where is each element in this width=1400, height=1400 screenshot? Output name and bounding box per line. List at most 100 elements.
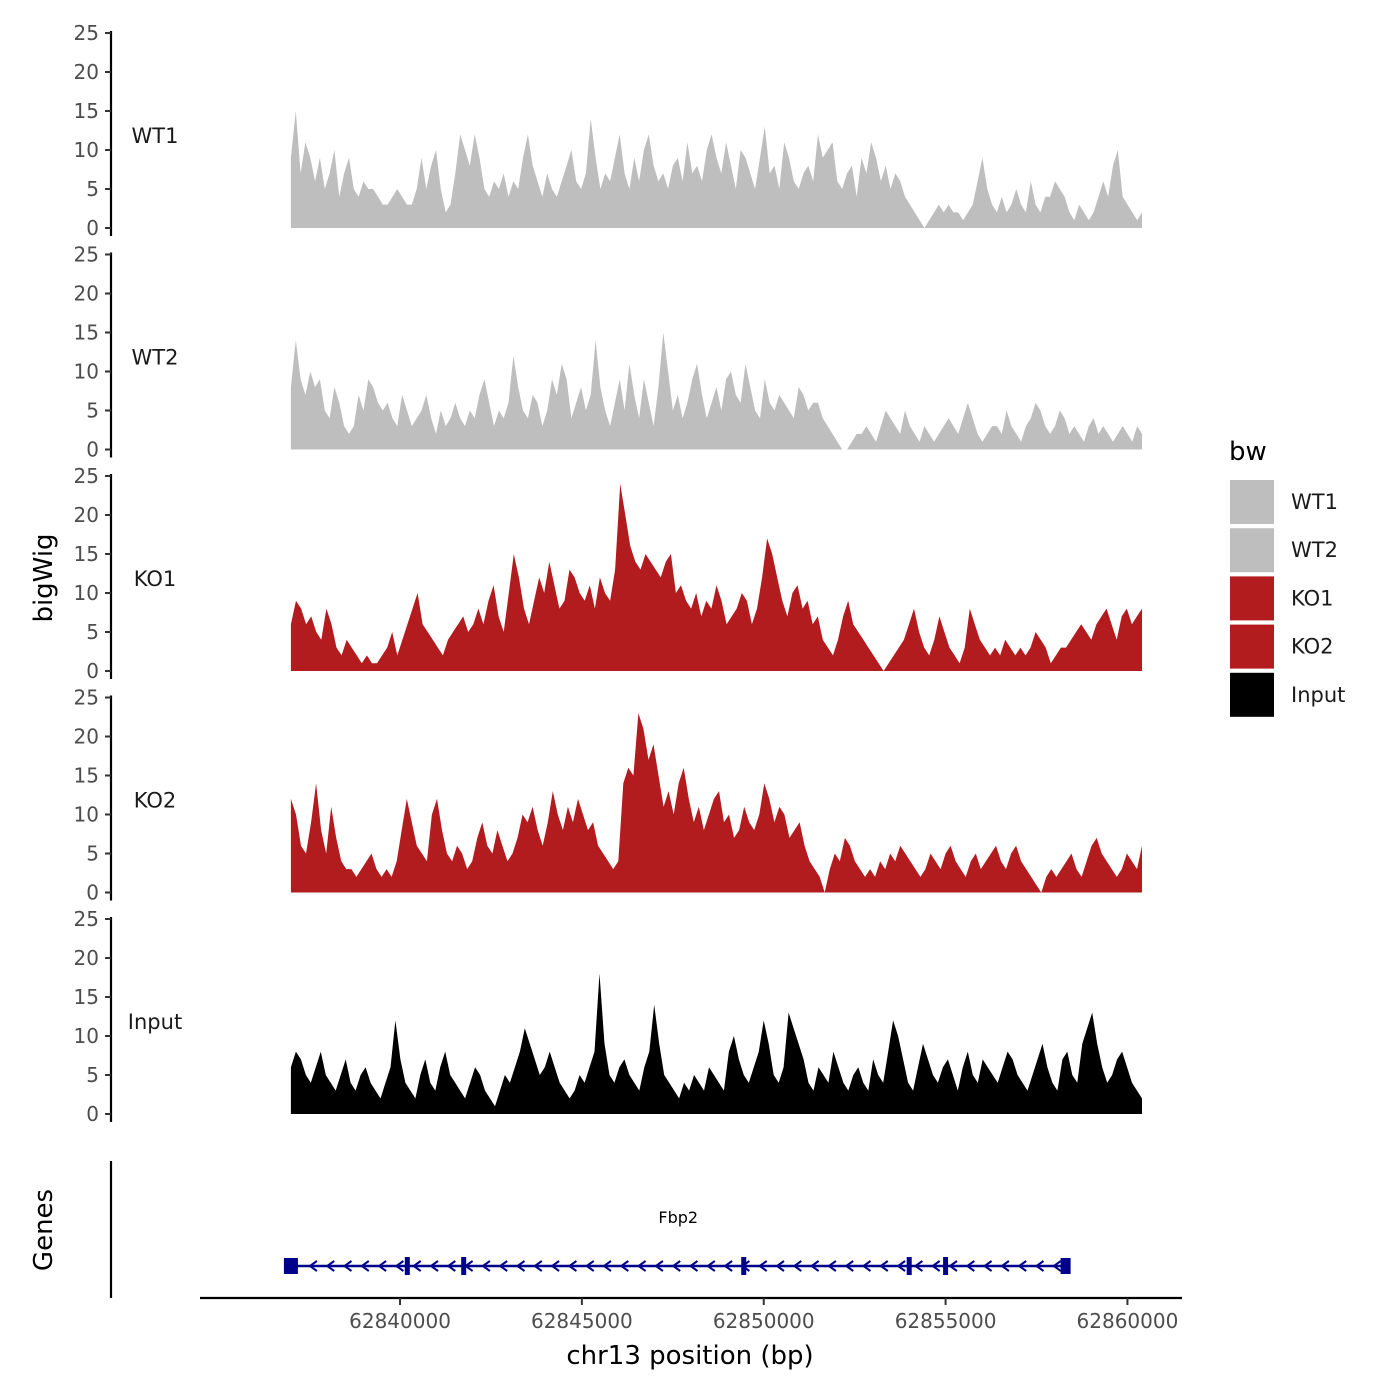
strand-arrow bbox=[879, 1260, 889, 1272]
strand-arrow bbox=[930, 1260, 941, 1272]
strand-arrow bbox=[481, 1260, 491, 1272]
y-tick-label: 25 bbox=[74, 686, 99, 710]
y-tick-label: 10 bbox=[74, 138, 99, 162]
strand-arrow bbox=[533, 1260, 543, 1272]
y-tick-label: 20 bbox=[74, 282, 99, 306]
legend-key-input bbox=[1228, 670, 1276, 719]
exon-block bbox=[741, 1257, 747, 1275]
strand-arrow bbox=[861, 1260, 872, 1272]
strand-arrow bbox=[757, 1260, 768, 1272]
strand-arrow bbox=[377, 1260, 387, 1272]
legend-title: bw bbox=[1229, 437, 1267, 467]
legend-label: Input bbox=[1291, 683, 1345, 707]
strand-arrow bbox=[688, 1260, 699, 1272]
strand-arrow bbox=[619, 1260, 629, 1272]
strand-arrow bbox=[567, 1260, 577, 1272]
signal-area-wt2 bbox=[290, 332, 1142, 450]
x-axis-title: chr13 position (bp) bbox=[566, 1341, 813, 1371]
strand-arrow bbox=[636, 1260, 647, 1272]
y-tick-label: 0 bbox=[86, 1102, 99, 1126]
signal-area-input bbox=[290, 973, 1142, 1114]
x-tick-label: 62860000 bbox=[1077, 1309, 1179, 1333]
track-wt1: 0 5 10 15 20 25 WT1 bbox=[74, 21, 1142, 240]
track-label: KO1 bbox=[134, 567, 177, 591]
exon-block bbox=[1060, 1258, 1071, 1274]
y-tick-label: 20 bbox=[74, 503, 99, 527]
strand-arrow bbox=[515, 1260, 526, 1272]
x-tick-label: 62850000 bbox=[713, 1309, 815, 1333]
strand-arrow bbox=[913, 1260, 923, 1272]
strand-arrow bbox=[792, 1260, 802, 1272]
y-tick-label: 5 bbox=[86, 399, 99, 423]
exon-block bbox=[906, 1257, 912, 1275]
strand-arrow bbox=[827, 1260, 837, 1272]
gene-track: Fbp2 bbox=[109, 1161, 1071, 1298]
track-input: 0 5 10 15 20 25 Input bbox=[74, 907, 1142, 1126]
strand-arrow bbox=[809, 1260, 820, 1272]
strand-arrow bbox=[982, 1260, 993, 1272]
y-tick-label: 15 bbox=[74, 542, 99, 566]
y-axis-title: bigWig bbox=[29, 533, 59, 622]
y-tick-label: 0 bbox=[86, 216, 99, 240]
strand-arrow bbox=[706, 1260, 716, 1272]
strand-arrow bbox=[411, 1260, 422, 1272]
y-tick-label: 15 bbox=[74, 99, 99, 123]
y-tick-label: 15 bbox=[74, 321, 99, 345]
strand-arrow bbox=[325, 1260, 335, 1272]
legend-key-ko2 bbox=[1228, 622, 1276, 671]
legend-label: WT1 bbox=[1291, 490, 1338, 514]
strand-arrow bbox=[671, 1260, 681, 1272]
track-label: WT1 bbox=[132, 124, 179, 148]
strand-arrow bbox=[723, 1260, 733, 1272]
legend-key-ko1 bbox=[1228, 574, 1276, 623]
strand-arrow bbox=[360, 1260, 370, 1272]
y-tick-label: 20 bbox=[74, 60, 99, 84]
gene-name: Fbp2 bbox=[658, 1208, 698, 1227]
legend-key-wt1 bbox=[1228, 478, 1276, 526]
y-tick-label: 10 bbox=[74, 581, 99, 605]
strand-arrow bbox=[948, 1260, 958, 1272]
exon-block bbox=[461, 1257, 467, 1275]
strand-arrow bbox=[429, 1260, 439, 1272]
legend: bw WT1 WT2 KO1 KO2 Input bbox=[1228, 437, 1345, 719]
strand-arrow bbox=[654, 1260, 664, 1272]
signal-tracks: 0510152025WT10510152025WT20510152025KO10… bbox=[74, 21, 1142, 1126]
strand-arrow bbox=[1000, 1260, 1010, 1272]
track-ko1: 0 5 10 15 20 25 KO1 bbox=[74, 464, 1142, 683]
y-tick-label: 10 bbox=[74, 360, 99, 384]
track-label: WT2 bbox=[132, 346, 179, 370]
exon-block bbox=[404, 1257, 410, 1275]
x-axis: 62840000 62845000 62850000 62855000 62860000 bbox=[200, 1296, 1182, 1333]
exon-block bbox=[283, 1258, 298, 1274]
strand-arrow bbox=[342, 1260, 353, 1272]
track-ko2: 0 5 10 15 20 25 KO2 bbox=[74, 686, 1142, 905]
y-tick-label: 20 bbox=[74, 725, 99, 749]
legend-label: KO2 bbox=[1291, 635, 1334, 659]
y-tick-label: 10 bbox=[74, 803, 99, 827]
strand-arrow bbox=[896, 1260, 906, 1272]
strand-arrow bbox=[394, 1260, 404, 1272]
track-label: Input bbox=[128, 1010, 182, 1034]
strand-arrow bbox=[775, 1260, 785, 1272]
x-tick-label: 62855000 bbox=[895, 1309, 997, 1333]
strand-arrow bbox=[1052, 1260, 1062, 1272]
y-tick-label: 10 bbox=[74, 1024, 99, 1048]
legend-key-wt2 bbox=[1228, 526, 1276, 575]
strand-arrow bbox=[1017, 1260, 1027, 1272]
strand-arrow bbox=[550, 1260, 560, 1272]
track-wt2: 0 5 10 15 20 25 WT2 bbox=[74, 243, 1142, 462]
signal-area-ko2 bbox=[290, 713, 1142, 893]
gene-track-title: Genes bbox=[29, 1189, 59, 1271]
y-tick-label: 5 bbox=[86, 1063, 99, 1087]
legend-label: WT2 bbox=[1291, 538, 1338, 562]
y-tick-label: 0 bbox=[86, 881, 99, 905]
x-tick-label: 62840000 bbox=[349, 1309, 451, 1333]
legend-label: KO1 bbox=[1291, 586, 1334, 610]
y-tick-label: 5 bbox=[86, 620, 99, 644]
y-tick-label: 5 bbox=[86, 177, 99, 201]
y-tick-label: 0 bbox=[86, 438, 99, 462]
y-tick-label: 15 bbox=[74, 764, 99, 788]
strand-arrow bbox=[965, 1260, 975, 1272]
strand-arrow bbox=[1034, 1260, 1045, 1272]
y-tick-label: 25 bbox=[74, 21, 99, 45]
